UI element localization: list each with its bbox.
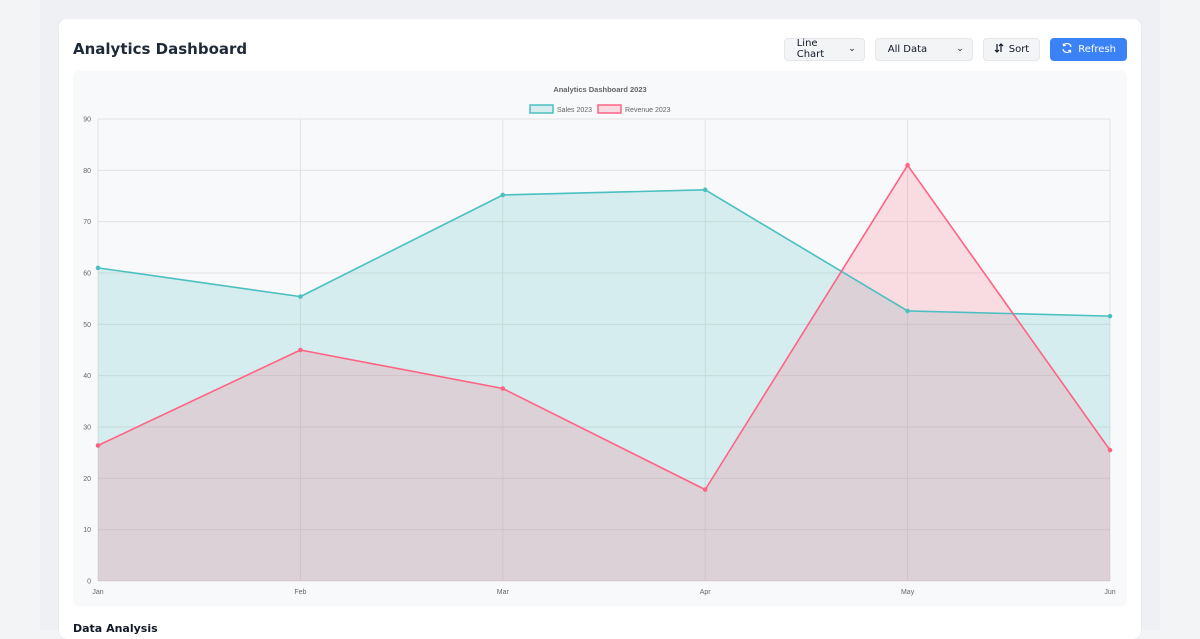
series-points bbox=[95, 162, 1113, 492]
data-point-sales bbox=[1107, 313, 1113, 319]
data-point-sales bbox=[95, 265, 101, 271]
data-point-revenue bbox=[95, 443, 101, 448]
legend-swatch-sales bbox=[529, 104, 554, 114]
data-point-sales bbox=[702, 187, 708, 193]
series-areas bbox=[98, 165, 1110, 581]
x-tick-label: Apr bbox=[700, 589, 712, 596]
data-filter-select-value: All Data bbox=[887, 43, 928, 55]
series-line-sales bbox=[97, 189, 1111, 317]
x-axis-ticks: Jan Feb Mar Apr May Jun bbox=[92, 589, 1115, 596]
y-tick-label: 40 bbox=[83, 373, 91, 380]
y-tick-label: 50 bbox=[83, 322, 91, 329]
data-point-revenue bbox=[702, 487, 708, 492]
dashboard-card: Analytics Dashboard Line Chart ⌄ All Dat… bbox=[59, 19, 1141, 639]
y-tick-label: 10 bbox=[83, 527, 91, 534]
refresh-button[interactable]: Refresh bbox=[1050, 37, 1127, 61]
page-background: Analytics Dashboard Line Chart ⌄ All Dat… bbox=[40, 0, 1160, 639]
sort-icon bbox=[994, 42, 1004, 56]
y-tick-label: 60 bbox=[83, 271, 91, 278]
data-point-sales bbox=[905, 308, 910, 314]
data-point-sales bbox=[500, 192, 506, 198]
x-tick-label: Jan bbox=[92, 589, 103, 596]
sort-button-label: Sort bbox=[1008, 43, 1030, 55]
refresh-icon bbox=[1061, 42, 1073, 57]
y-tick-label: 80 bbox=[83, 168, 91, 175]
y-tick-label: 30 bbox=[83, 425, 91, 432]
data-point-sales bbox=[298, 294, 303, 299]
chart-type-select[interactable]: Line Chart ⌄ bbox=[783, 37, 865, 61]
data-analysis-heading: Data Analysis bbox=[73, 622, 158, 635]
sort-button[interactable]: Sort bbox=[982, 37, 1041, 61]
page-title: Analytics Dashboard bbox=[73, 40, 248, 58]
chevron-down-icon: ⌄ bbox=[848, 44, 856, 54]
y-axis-ticks: 0 10 20 30 40 50 60 70 80 90 bbox=[83, 117, 91, 586]
y-tick-label: 90 bbox=[83, 117, 91, 124]
chevron-down-icon: ⌄ bbox=[956, 44, 964, 54]
legend-label-revenue[interactable]: Revenue 2023 bbox=[625, 107, 671, 114]
data-point-revenue bbox=[1107, 447, 1113, 453]
y-tick-label: 0 bbox=[87, 579, 91, 586]
x-tick-label: Jun bbox=[1104, 589, 1115, 596]
y-tick-label: 20 bbox=[83, 476, 91, 483]
series-line-revenue bbox=[97, 164, 1111, 491]
area-chart: Analytics Dashboard 2023 Sales 2023 Reve… bbox=[83, 85, 1116, 596]
y-tick-label: 70 bbox=[83, 219, 91, 226]
data-point-revenue bbox=[298, 347, 303, 353]
area-fill-revenue bbox=[98, 165, 1110, 581]
series-lines bbox=[97, 164, 1111, 491]
x-tick-label: Feb bbox=[294, 589, 306, 596]
area-fill-sales bbox=[98, 189, 1110, 581]
chart-type-select-value: Line Chart bbox=[796, 38, 825, 60]
data-point-revenue bbox=[500, 386, 506, 391]
chart-title: Analytics Dashboard 2023 bbox=[553, 85, 646, 94]
toolbar: Line Chart ⌄ All Data ⌄ Sort bbox=[783, 37, 1127, 61]
data-filter-select[interactable]: All Data ⌄ bbox=[874, 37, 973, 61]
legend-label-sales[interactable]: Sales 2023 bbox=[557, 107, 592, 114]
chart-legend: Sales 2023 Revenue 2023 bbox=[529, 104, 671, 114]
legend-swatch-revenue bbox=[597, 104, 622, 114]
chart-container: Analytics Dashboard 2023 Sales 2023 Reve… bbox=[73, 71, 1127, 606]
dashboard-header: Analytics Dashboard Line Chart ⌄ All Dat… bbox=[73, 33, 1127, 65]
x-tick-label: Mar bbox=[497, 589, 510, 596]
data-point-revenue bbox=[905, 162, 910, 168]
refresh-button-label: Refresh bbox=[1078, 43, 1116, 55]
x-tick-label: May bbox=[901, 589, 915, 596]
chart-grid bbox=[97, 118, 1111, 582]
